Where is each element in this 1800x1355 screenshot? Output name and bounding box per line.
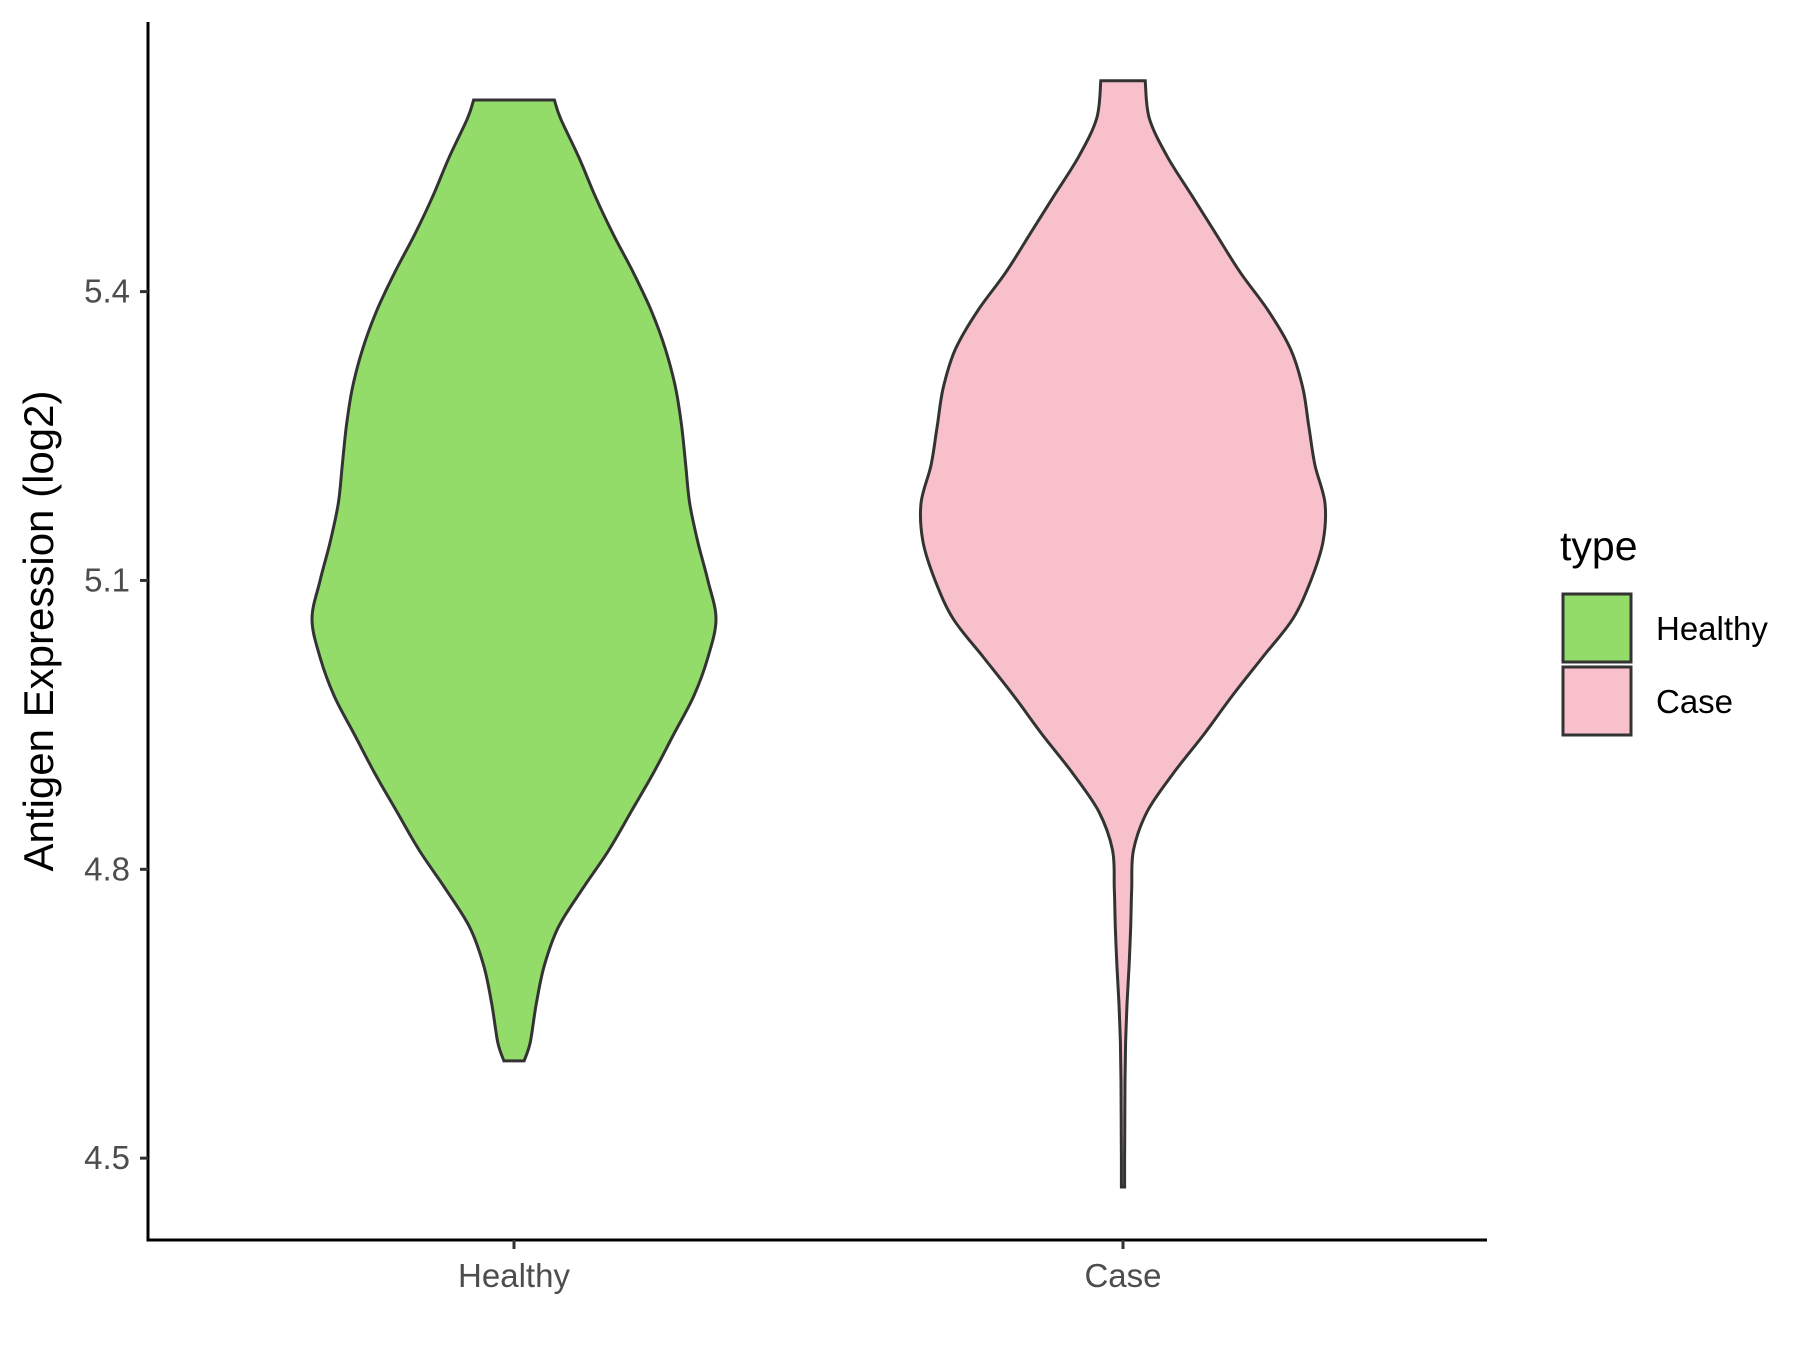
legend-label-healthy: Healthy bbox=[1656, 610, 1768, 647]
legend: type Healthy Case bbox=[1560, 523, 1768, 737]
legend-key-case bbox=[1561, 665, 1633, 737]
x-tick-label: Healthy bbox=[458, 1257, 570, 1294]
x-tick-label: Case bbox=[1084, 1257, 1161, 1294]
legend-key-healthy bbox=[1561, 592, 1633, 664]
y-tick-label: 4.8 bbox=[84, 850, 130, 887]
x-ticks: Healthy Case bbox=[458, 1240, 1162, 1294]
violin-healthy bbox=[310, 98, 718, 1063]
y-tick-label: 5.1 bbox=[84, 561, 130, 598]
legend-label-case: Case bbox=[1656, 683, 1733, 720]
violin-layer bbox=[310, 79, 1328, 1189]
y-tick-label: 4.5 bbox=[84, 1139, 130, 1176]
legend-title: type bbox=[1560, 523, 1638, 569]
y-ticks: 4.5 4.8 5.1 5.4 bbox=[84, 273, 148, 1176]
axes bbox=[146, 22, 1487, 1242]
y-tick-label: 5.4 bbox=[84, 273, 130, 310]
violin-case bbox=[918, 79, 1328, 1189]
y-axis-title: Antigen Expression (log2) bbox=[15, 391, 62, 872]
